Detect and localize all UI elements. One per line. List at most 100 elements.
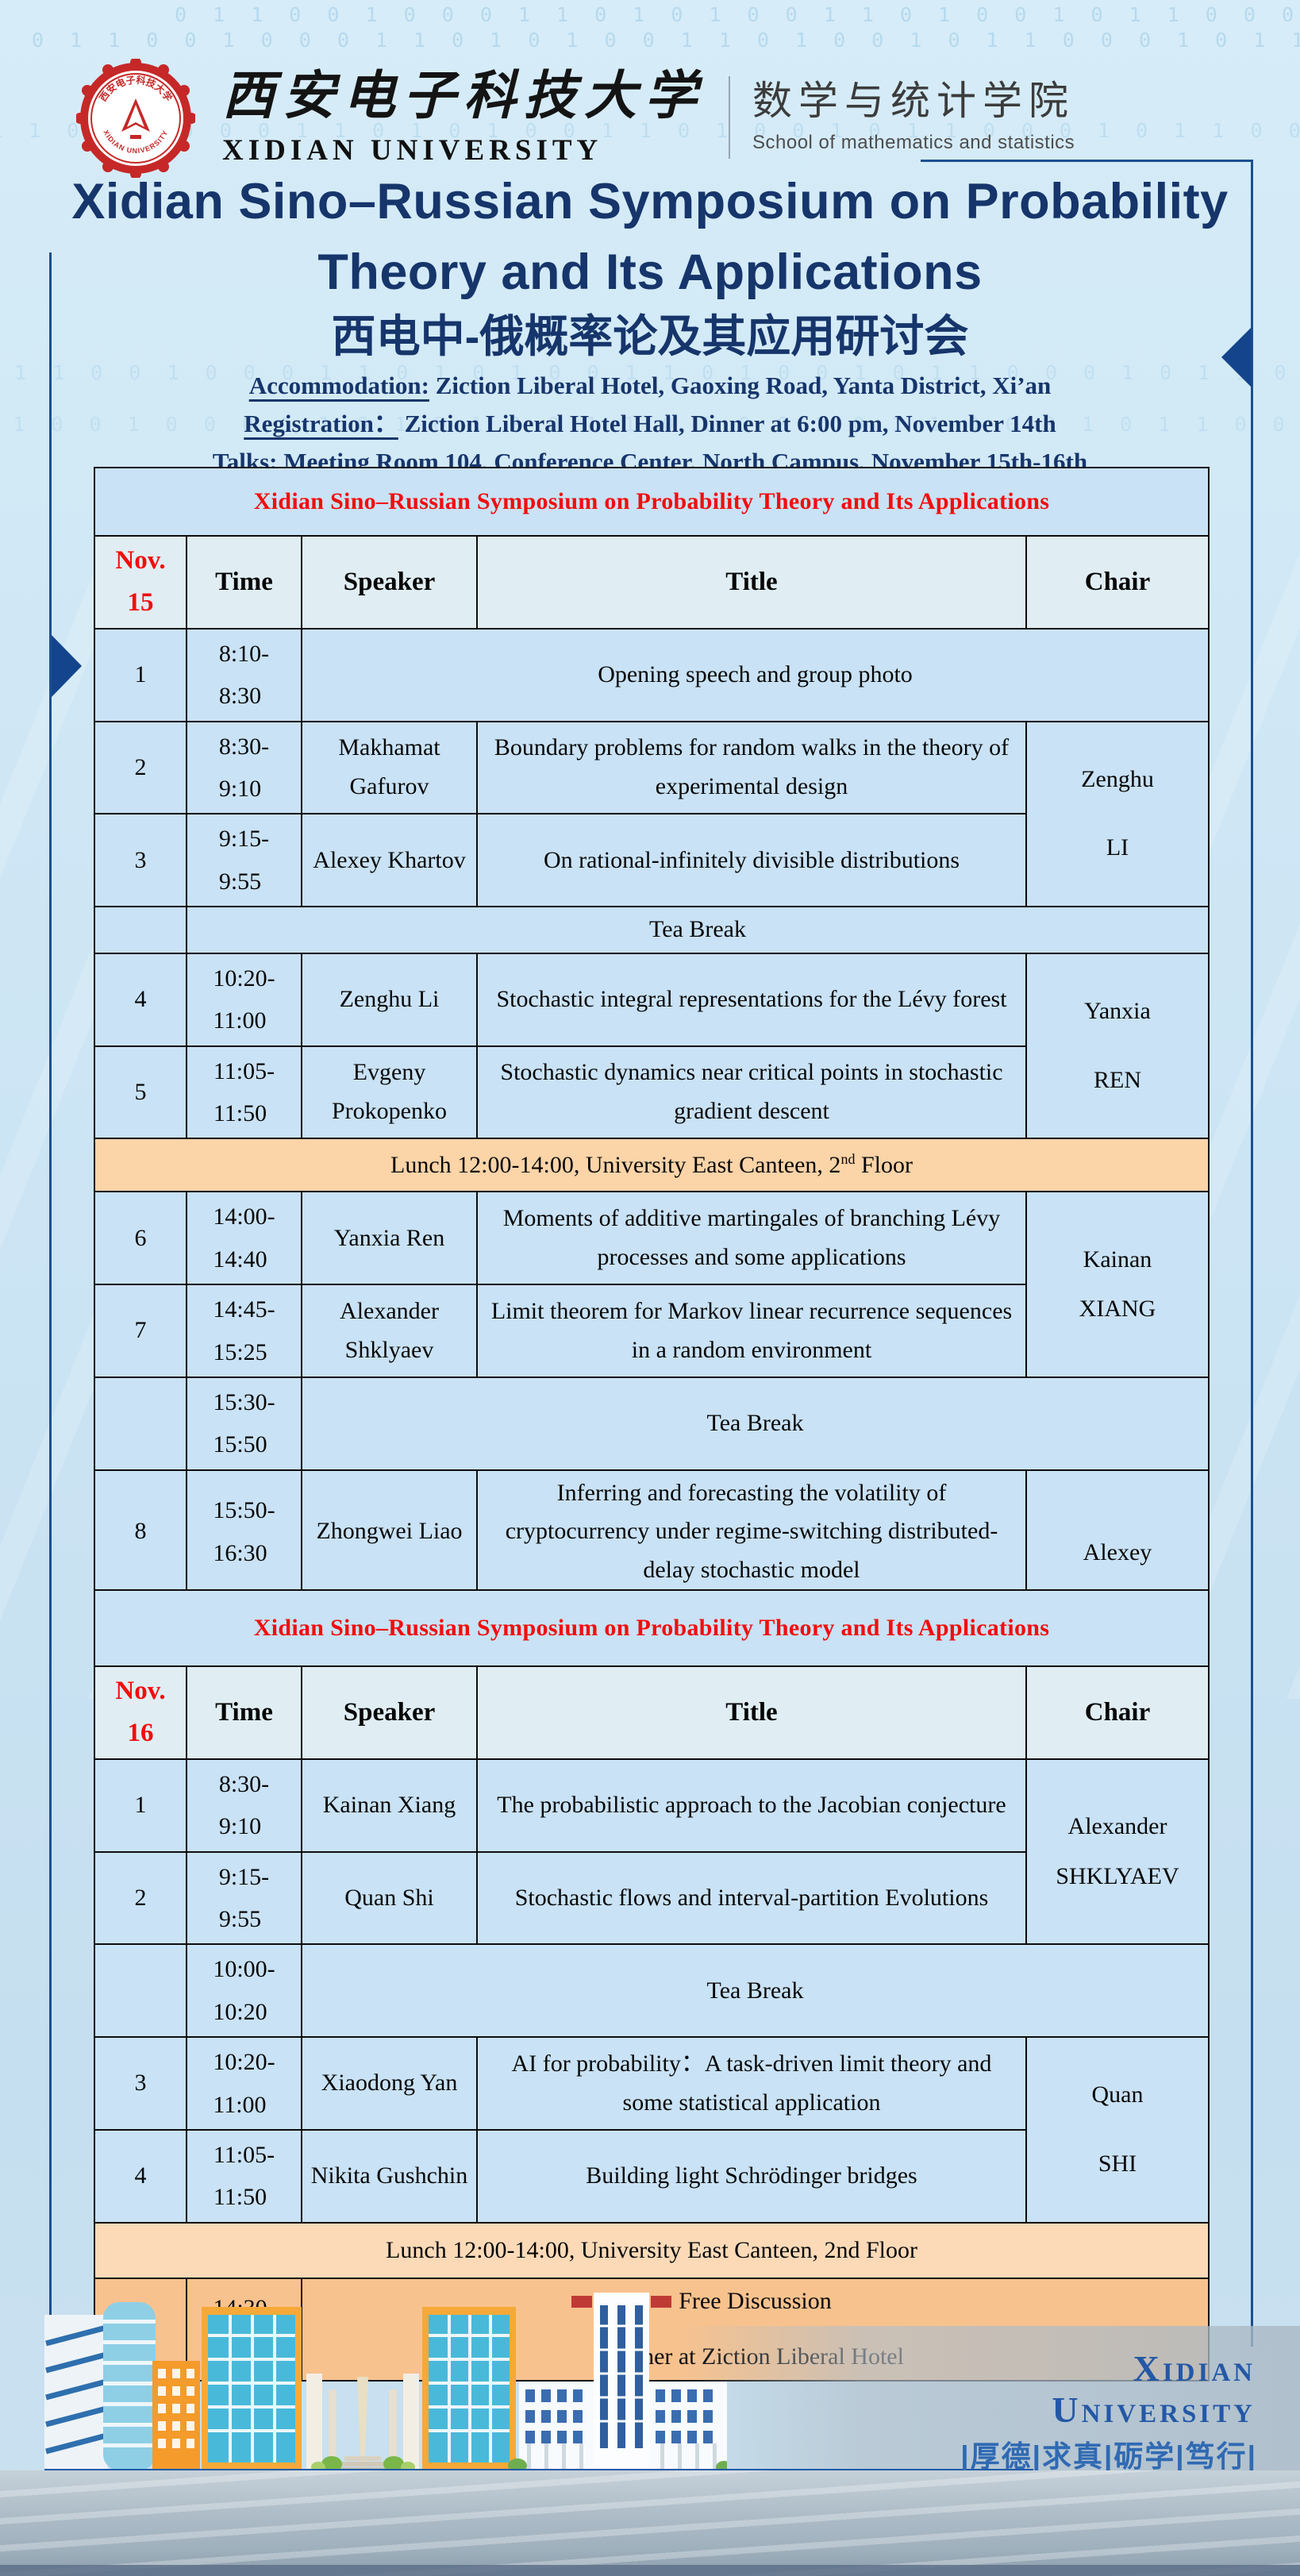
campus-illustration <box>44 2293 727 2472</box>
poster-title: Xidian Sino–Russian Symposium on Probabi… <box>0 167 1300 365</box>
brand-divider <box>729 76 730 159</box>
talk-number: 3 <box>94 813 187 908</box>
footer-univ-line1: XIDIAN <box>1052 2348 1256 2389</box>
session-chair: Quan SHI <box>1025 2036 1210 2224</box>
footer-univ-initial: X <box>1133 2348 1163 2389</box>
info-label: Accommodation: <box>248 372 429 399</box>
column-header-chair: Chair <box>1025 1665 1210 1760</box>
xidian-university-seal-icon: 西安电子科技大学 XIDIAN UNIVERSITY <box>76 59 195 178</box>
time-line: 10:20- <box>213 2049 275 2076</box>
talk-title: Stochastic flows and interval-partition … <box>476 1850 1027 1946</box>
talk-number: 2 <box>94 720 187 815</box>
chair-last-name: LI <box>1106 834 1129 861</box>
seal-emblem-bird <box>121 98 150 139</box>
university-name-en: XIDIAN UNIVERSITY <box>222 134 603 167</box>
talk-title: On rational-infinitely divisible distrib… <box>476 813 1027 908</box>
date-cell: Nov. 16 <box>94 1665 187 1760</box>
talk-speaker: Zhongwei Liao <box>301 1469 478 1595</box>
table-row: Lunch 12:00-14:00, University East Cante… <box>94 2221 1210 2279</box>
talk-title: Inferring and forecasting the volatility… <box>476 1469 1027 1595</box>
talk-time: 14:00- 14:40 <box>186 1191 302 1286</box>
talk-speaker: Zenghu Li <box>301 952 478 1047</box>
talk-number: 1 <box>94 1758 187 1853</box>
column-header-chair: Chair <box>1025 535 1210 630</box>
chair-first-name: Zenghu <box>1081 765 1154 792</box>
binary-pattern-decor: 0 1 1 0 0 1 0 0 0 1 1 0 1 0 1 0 0 1 1 0 … <box>175 3 1300 26</box>
table-header-row: Nov. 15 Time Speaker Title Chair <box>94 535 1210 630</box>
empty-cell <box>94 906 187 954</box>
talk-title: Stochastic dynamics near critical points… <box>476 1045 1027 1140</box>
chair-first-name: Kainan <box>1083 1246 1152 1273</box>
talk-number: 4 <box>94 2129 187 2224</box>
school-name-cn: 数学与统计学院 <box>752 79 1075 123</box>
date-month: Nov. <box>115 546 166 575</box>
table-row: 8 15:50- 16:30 Zhongwei Liao Inferring an… <box>94 1469 1210 1706</box>
talk-speaker: Evgeny Prokopenko <box>301 1045 478 1140</box>
column-header-title: Title <box>476 1665 1027 1760</box>
date-day: 15 <box>127 588 154 618</box>
talk-time: 9:15- 9:55 <box>186 1850 302 1946</box>
time-line: 9:55 <box>218 868 262 895</box>
time-line: 15:30- <box>213 1388 275 1415</box>
water-texture-decor <box>0 2470 1300 2576</box>
info-text: Ziction Liberal Hotel Hall, Dinner at 6:… <box>398 410 1056 437</box>
talk-time: 9:15- 9:55 <box>186 813 302 908</box>
talk-time: 8:30- 9:10 <box>186 1758 302 1853</box>
session-chair: Kainan XIANG <box>1025 1191 1210 1378</box>
session-chair: Zenghu LI <box>1025 720 1210 908</box>
table-banner: Xidian Sino–Russian Symposium on Probabi… <box>94 1589 1210 1667</box>
table-row: 2 8:30- 9:10 Makhamat Gafurov Boundary pr… <box>94 720 1210 908</box>
time-line: 16:30 <box>213 1539 267 1566</box>
footer-university-logotype: XIDIAN UNIVERSITY <box>1052 2348 1256 2430</box>
lunch-ordinal: nd <box>840 1150 856 1167</box>
chair-last-name: SHKLYAEV <box>1056 1862 1179 1889</box>
time-line: 10:20- <box>213 965 275 992</box>
column-header-title: Title <box>476 535 1027 630</box>
title-line-2: Theory and Its Applications <box>317 245 983 300</box>
table-row: 1 8:10- 8:30 Opening speech and group pho… <box>94 627 1210 722</box>
time-line: 11:00 <box>213 1007 267 1034</box>
info-label: Registration： <box>244 410 398 437</box>
talk-time: 15:50- 16:30 <box>186 1469 302 1595</box>
time-line: 9:10 <box>218 1813 262 1840</box>
table-row: 4 11:05- 11:50 Nikita Gushchin Building l… <box>94 2129 1209 2224</box>
water-streaks-decor <box>0 2470 1300 2576</box>
time-line: 8:30 <box>218 683 262 710</box>
talk-speaker: Alexander Shklyaev <box>301 1284 478 1378</box>
table-row: 10:00- 10:20 Tea Break <box>94 1943 1210 2039</box>
university-name-block: 西安电子科技大学 XIDIAN UNIVERSITY <box>222 70 705 167</box>
table-row: Xidian Sino–Russian Symposium on Probabi… <box>94 467 1210 537</box>
date-cell: Nov. 15 <box>94 535 187 630</box>
binary-pattern-decor: 0 1 1 0 0 1 0 0 0 1 1 0 1 0 1 0 0 1 1 0 … <box>0 413 1300 436</box>
talk-title: Stochastic integral representations for … <box>476 952 1027 1047</box>
talk-number: 7 <box>94 1284 187 1378</box>
free-discussion-line: Free Discussion <box>679 2287 832 2314</box>
talk-title: Moments of additive martingales of branc… <box>476 1191 1027 1286</box>
table-row: 1 8:30- 9:10 Kainan Xiang The probabilist… <box>94 1758 1210 1946</box>
university-name-cn: 西安电子科技大学 <box>222 65 705 126</box>
chair-first-name: Alexander <box>1067 1813 1167 1840</box>
gray-haze-decor <box>675 2326 1300 2473</box>
table-row: 5 11:05- 11:50 Evgeny Prokopenko Stochast… <box>94 1045 1209 1140</box>
university-motto: |厚德|求真|砺学|笃行| <box>960 2440 1257 2473</box>
time-line: 9:15- <box>218 1863 270 1890</box>
empty-cell <box>94 1376 187 1471</box>
time-line: 14:00- <box>213 1203 275 1230</box>
chair-first-name: Yanxia <box>1084 998 1151 1025</box>
time-line: 11:05- <box>213 1057 275 1084</box>
column-header-time: Time <box>186 535 302 630</box>
talk-speaker: Nikita Gushchin <box>301 2129 478 2224</box>
time-line: 15:50 <box>213 1431 267 1458</box>
talk-time: 10:00- 10:20 <box>186 1943 302 2039</box>
time-line: 9:15- <box>218 826 270 853</box>
right-accent-line <box>1251 160 1253 2347</box>
talk-number: 3 <box>94 2036 187 2131</box>
talk-speaker: Kainan Xiang <box>301 1758 478 1853</box>
talk-number: 1 <box>94 627 187 722</box>
talk-number: 6 <box>94 1191 187 1286</box>
chair-first-name: Alexey <box>1083 1539 1152 1566</box>
table-row: 4 10:20- 11:00 Zenghu Li Stochastic integ… <box>94 952 1210 1140</box>
talk-title: Limit theorem for Markov linear recurren… <box>476 1284 1027 1378</box>
table-row: 2 9:15- 9:55 Quan Shi Stochastic flows an… <box>94 1850 1209 1946</box>
tea-break-cell: Tea Break <box>301 1376 1210 1471</box>
